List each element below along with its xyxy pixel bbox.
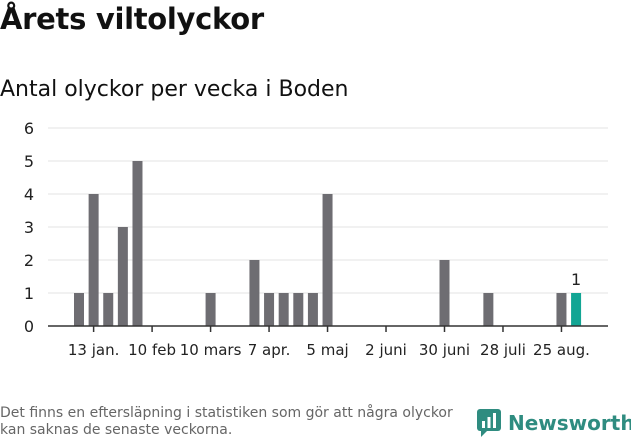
- y-tick-label: 0: [24, 317, 34, 336]
- bars: [74, 161, 582, 326]
- weekly-accidents-bar-chart: 0 1 2 3 4 5 6 13 jan. 10 feb 10 mars 7 apr. 5 maj 2…: [24, 119, 608, 359]
- y-tick-label: 5: [24, 152, 34, 171]
- bar: [74, 293, 84, 326]
- y-axis-ticks: 0 1 2 3 4 5 6: [24, 119, 34, 336]
- newsworthy-logo-icon: [477, 409, 501, 437]
- x-tick-label: 25 aug.: [533, 341, 590, 359]
- x-tick-label: 10 feb: [128, 341, 176, 359]
- bar-highlight: [571, 293, 582, 326]
- x-tick-label: 10 mars: [180, 341, 242, 359]
- data-labels: 1: [571, 270, 581, 289]
- bar: [556, 293, 567, 326]
- bar: [439, 260, 450, 326]
- bar: [249, 260, 260, 326]
- bar: [132, 161, 143, 326]
- x-tick-label: 7 apr.: [248, 341, 291, 359]
- bar: [483, 293, 494, 326]
- bar: [205, 293, 216, 326]
- bar: [117, 227, 128, 326]
- chart-subtitle: Antal olyckor per vecka i Boden: [0, 77, 349, 102]
- y-tick-label: 4: [24, 185, 34, 204]
- x-axis: 13 jan. 10 feb 10 mars 7 apr. 5 maj 2 juni 30 …: [48, 325, 608, 359]
- y-tick-label: 2: [24, 251, 34, 270]
- bar: [264, 293, 275, 326]
- bar: [322, 194, 333, 326]
- bar: [278, 293, 289, 326]
- footnote: Det finns en eftersläpning i statistiken…: [0, 405, 453, 438]
- brand-name: Newsworthy: [508, 411, 631, 435]
- chart-title: Årets viltolyckor: [0, 2, 264, 36]
- bar: [103, 293, 114, 326]
- x-tick-label: 30 juni: [419, 341, 470, 359]
- bar: [307, 293, 318, 326]
- y-tick-label: 1: [24, 284, 34, 303]
- bar: [293, 293, 304, 326]
- y-tick-label: 3: [24, 218, 34, 237]
- x-tick-label: 2 juni: [365, 341, 407, 359]
- highlight-data-label: 1: [571, 270, 581, 289]
- brand-logo[interactable]: Newsworthy: [476, 408, 631, 438]
- bar: [88, 194, 99, 326]
- y-tick-label: 6: [24, 119, 34, 138]
- x-tick-label: 28 juli: [480, 341, 526, 359]
- x-tick-label: 13 jan.: [68, 341, 120, 359]
- x-tick-label: 5 maj: [306, 341, 348, 359]
